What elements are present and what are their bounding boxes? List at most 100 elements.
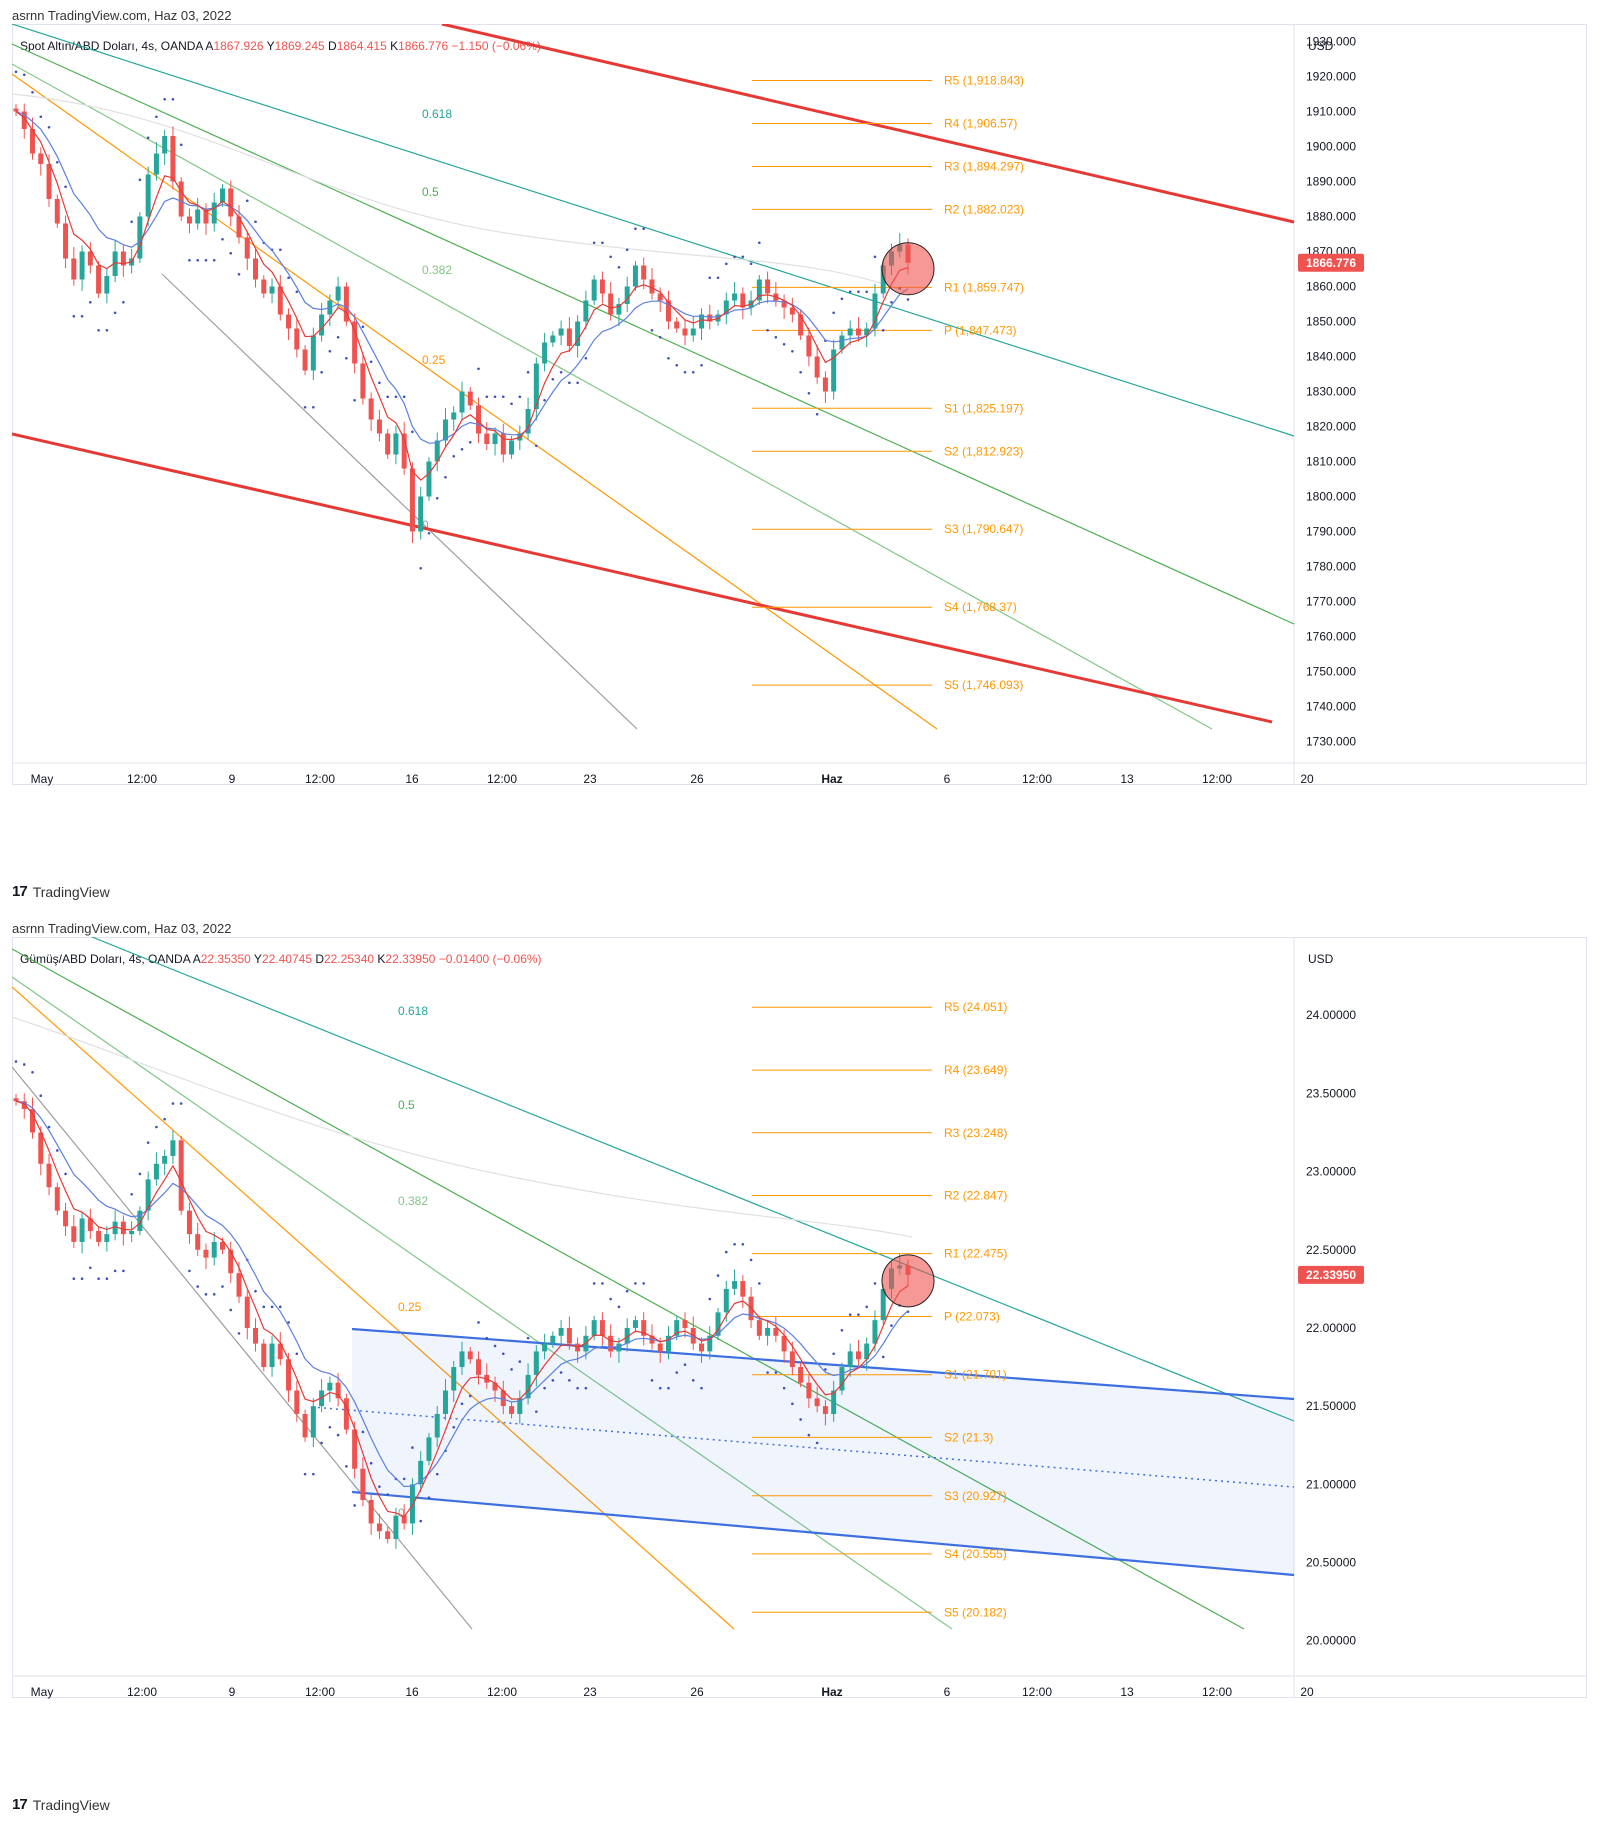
y-tick-label: 1910.000 — [1306, 105, 1356, 119]
legend-part: A — [205, 39, 213, 53]
sar-dot — [295, 290, 299, 294]
candle-body — [476, 1359, 482, 1375]
gold-chart[interactable]: Spot Altın/ABD Doları, 4s, OANDA A1867.9… — [12, 24, 1588, 874]
candle-body — [170, 136, 176, 182]
pivot-label: S1 (21.701) — [944, 1368, 1007, 1382]
candle-body — [401, 1515, 407, 1524]
candle-body — [831, 349, 837, 392]
sar-dot — [749, 1258, 753, 1262]
candle-body — [87, 251, 93, 266]
y-tick-label: 1810.000 — [1306, 455, 1356, 469]
brand-label[interactable]: TradingView — [32, 1796, 110, 1813]
candle-body — [203, 1249, 209, 1258]
sar-dot — [113, 311, 117, 315]
sar-dot — [171, 97, 175, 101]
candle-body — [21, 1101, 27, 1110]
sar-dot — [287, 1321, 290, 1324]
silver-chart[interactable]: Gümüş/ABD Doları, 4s, OANDA A22.35350 Y2… — [12, 937, 1588, 1787]
candle-body — [409, 1484, 415, 1524]
x-tick-label: 9 — [229, 772, 236, 786]
candle-body — [335, 1382, 341, 1399]
candle-body — [533, 363, 539, 409]
candle-body — [608, 1335, 614, 1352]
candle-body — [178, 1140, 184, 1211]
sar-dot — [733, 1242, 736, 1246]
sar-dot — [262, 1305, 266, 1309]
sar-dot — [89, 1266, 92, 1270]
sar-dot — [881, 328, 885, 332]
sar-dot — [724, 262, 728, 266]
candle-body — [740, 293, 746, 308]
sar-dot — [642, 1282, 646, 1285]
ohlc-legend: Gümüş/ABD Doları, 4s, OANDA A22.35350 Y2… — [20, 952, 542, 966]
sar-dot — [708, 276, 712, 280]
sar-dot — [163, 1117, 166, 1121]
candle-body — [195, 209, 201, 224]
candle-body — [104, 276, 110, 294]
sar-dot — [510, 1368, 513, 1371]
candle-body — [219, 188, 225, 203]
sar-dot — [832, 1352, 835, 1356]
gold-chart-panel: asrnn TradingView.com, Haz 03, 2022 Spot… — [12, 8, 1588, 900]
candle-body — [145, 174, 151, 217]
sar-dot — [700, 363, 703, 367]
y-tick-label: 21.00000 — [1306, 1477, 1356, 1491]
sar-dot — [402, 1477, 406, 1481]
pivot-label: S5 (20.182) — [944, 1605, 1007, 1619]
pivot-label: S5 (1,746.093) — [944, 678, 1023, 692]
sar-dot — [237, 272, 241, 276]
pivot-label: S2 (21.3) — [944, 1430, 993, 1444]
fib-fan-line — [12, 976, 953, 1630]
sar-dot — [501, 395, 505, 399]
x-tick-label: 9 — [229, 1685, 236, 1699]
sar-dot — [64, 1172, 67, 1176]
candle-body — [624, 1327, 630, 1344]
sar-dot — [551, 377, 555, 381]
sar-dot — [634, 227, 637, 231]
sar-dot — [526, 1336, 530, 1340]
y-tick-label: 1930.000 — [1306, 35, 1356, 49]
candle-body — [855, 1351, 861, 1360]
candle-body — [71, 258, 77, 280]
candle-body — [13, 108, 19, 112]
sar-dot — [22, 73, 26, 77]
candle-body — [327, 1382, 333, 1391]
candle-body — [96, 1231, 102, 1242]
currency-label: USD — [1308, 952, 1334, 966]
sar-dot — [543, 398, 546, 402]
fib-fan-line — [161, 273, 638, 730]
price-tag-bg — [1298, 1265, 1364, 1284]
brand-label[interactable]: TradingView — [32, 883, 110, 900]
candle-body — [699, 314, 705, 329]
sar-dot — [229, 251, 233, 255]
candle-body — [54, 199, 60, 224]
sar-dot — [179, 143, 183, 147]
candle-body — [319, 314, 325, 336]
x-tick-label: 26 — [690, 1685, 704, 1699]
pivot-label: S2 (1,812.923) — [944, 444, 1023, 458]
candle-body — [566, 328, 572, 346]
candle-body — [401, 433, 407, 469]
sar-dot — [617, 1305, 621, 1309]
x-tick-label: 16 — [405, 1685, 419, 1699]
sar-dot — [609, 255, 612, 259]
candle-body — [153, 153, 159, 175]
sar-dot — [815, 1441, 819, 1445]
candle-body — [831, 1390, 837, 1414]
sar-dot — [592, 1282, 596, 1285]
fib-fan-label: 0.5 — [398, 1098, 415, 1112]
x-tick-label: 20 — [1300, 1685, 1314, 1699]
candle-body — [657, 293, 663, 301]
sar-dot — [551, 1379, 555, 1382]
blue-channel-upper — [351, 1327, 1295, 1401]
sar-dot — [64, 185, 67, 189]
candle-body — [186, 1210, 192, 1235]
sar-dot — [402, 395, 406, 399]
candle-body — [162, 136, 168, 154]
candle-body — [253, 1327, 259, 1344]
red-channel-upper — [441, 24, 1295, 224]
sar-dot — [80, 1277, 84, 1280]
sar-dot — [568, 1379, 571, 1382]
sar-dot — [204, 1293, 208, 1296]
candle-body — [244, 1296, 250, 1328]
